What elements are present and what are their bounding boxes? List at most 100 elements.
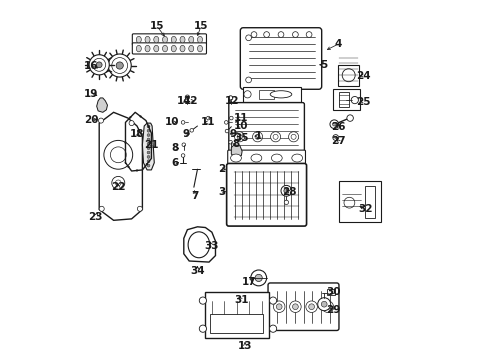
Ellipse shape bbox=[189, 45, 194, 52]
Ellipse shape bbox=[163, 36, 168, 43]
Circle shape bbox=[293, 304, 298, 310]
Circle shape bbox=[98, 118, 103, 123]
Ellipse shape bbox=[180, 36, 185, 43]
FancyBboxPatch shape bbox=[132, 34, 206, 45]
Bar bbox=[338, 65, 360, 86]
Circle shape bbox=[245, 35, 251, 41]
Circle shape bbox=[270, 297, 277, 304]
Text: 20: 20 bbox=[84, 114, 98, 125]
Circle shape bbox=[330, 120, 339, 129]
Circle shape bbox=[89, 55, 109, 75]
Circle shape bbox=[112, 176, 125, 189]
Circle shape bbox=[264, 32, 270, 37]
Text: 32: 32 bbox=[358, 204, 373, 214]
Circle shape bbox=[206, 116, 210, 120]
Polygon shape bbox=[231, 145, 242, 157]
Circle shape bbox=[150, 145, 152, 147]
Circle shape bbox=[110, 147, 126, 163]
Circle shape bbox=[147, 134, 150, 136]
Circle shape bbox=[309, 304, 315, 310]
Ellipse shape bbox=[163, 45, 168, 52]
Circle shape bbox=[137, 206, 143, 211]
Ellipse shape bbox=[145, 45, 150, 52]
Ellipse shape bbox=[154, 36, 159, 43]
Circle shape bbox=[112, 58, 127, 73]
Ellipse shape bbox=[154, 45, 159, 52]
Ellipse shape bbox=[136, 45, 141, 52]
Text: 4: 4 bbox=[335, 39, 343, 49]
Circle shape bbox=[325, 304, 331, 310]
Circle shape bbox=[199, 325, 206, 332]
Circle shape bbox=[181, 154, 185, 157]
Circle shape bbox=[99, 206, 104, 211]
Text: 29: 29 bbox=[326, 305, 341, 315]
Circle shape bbox=[344, 197, 355, 208]
Ellipse shape bbox=[197, 36, 202, 43]
Circle shape bbox=[136, 169, 138, 172]
Text: 6: 6 bbox=[171, 158, 178, 168]
Circle shape bbox=[273, 134, 278, 139]
Ellipse shape bbox=[171, 45, 176, 52]
Ellipse shape bbox=[251, 154, 262, 162]
Circle shape bbox=[191, 237, 207, 253]
Text: 11: 11 bbox=[233, 113, 248, 123]
Text: 9: 9 bbox=[182, 129, 189, 139]
Circle shape bbox=[104, 140, 133, 169]
FancyBboxPatch shape bbox=[229, 103, 304, 153]
Circle shape bbox=[93, 58, 106, 71]
Ellipse shape bbox=[180, 45, 185, 52]
Text: 27: 27 bbox=[331, 136, 346, 146]
Text: 15: 15 bbox=[194, 21, 208, 31]
Circle shape bbox=[321, 301, 327, 307]
Circle shape bbox=[147, 151, 150, 154]
Circle shape bbox=[306, 32, 312, 37]
Text: 25: 25 bbox=[357, 96, 371, 107]
Polygon shape bbox=[143, 123, 154, 170]
Circle shape bbox=[116, 62, 123, 69]
FancyBboxPatch shape bbox=[132, 43, 206, 54]
Ellipse shape bbox=[231, 154, 242, 162]
Ellipse shape bbox=[292, 154, 303, 162]
Circle shape bbox=[335, 136, 337, 139]
Circle shape bbox=[322, 301, 334, 312]
Circle shape bbox=[255, 134, 260, 139]
Circle shape bbox=[225, 129, 229, 133]
Text: 17: 17 bbox=[242, 276, 257, 287]
Circle shape bbox=[97, 62, 102, 68]
Bar bbox=[259, 90, 274, 99]
FancyBboxPatch shape bbox=[268, 283, 339, 330]
Bar bbox=[205, 292, 269, 338]
Ellipse shape bbox=[189, 36, 194, 43]
FancyBboxPatch shape bbox=[228, 150, 305, 166]
Ellipse shape bbox=[136, 36, 141, 43]
Text: 35: 35 bbox=[234, 132, 248, 143]
Circle shape bbox=[347, 115, 353, 121]
Circle shape bbox=[182, 143, 186, 147]
Text: 16: 16 bbox=[84, 60, 98, 71]
Text: 30: 30 bbox=[326, 287, 341, 297]
Bar bbox=[365, 186, 375, 218]
Circle shape bbox=[181, 121, 185, 124]
Circle shape bbox=[140, 115, 142, 117]
Circle shape bbox=[147, 142, 150, 145]
Text: 22: 22 bbox=[111, 182, 125, 192]
Text: 23: 23 bbox=[88, 212, 103, 222]
Circle shape bbox=[270, 132, 281, 142]
Circle shape bbox=[190, 129, 194, 132]
Circle shape bbox=[284, 188, 289, 193]
Text: 34: 34 bbox=[190, 266, 205, 276]
Circle shape bbox=[196, 241, 202, 248]
Text: 33: 33 bbox=[205, 240, 219, 251]
FancyBboxPatch shape bbox=[240, 28, 321, 89]
Circle shape bbox=[224, 121, 228, 124]
Circle shape bbox=[185, 95, 190, 99]
Text: 3: 3 bbox=[218, 186, 225, 197]
Ellipse shape bbox=[270, 91, 292, 98]
Circle shape bbox=[270, 325, 277, 332]
Bar bbox=[210, 314, 263, 333]
Text: 24: 24 bbox=[357, 71, 371, 81]
Text: 12: 12 bbox=[225, 96, 240, 106]
Ellipse shape bbox=[188, 232, 210, 258]
Circle shape bbox=[273, 301, 285, 312]
Circle shape bbox=[251, 32, 257, 37]
